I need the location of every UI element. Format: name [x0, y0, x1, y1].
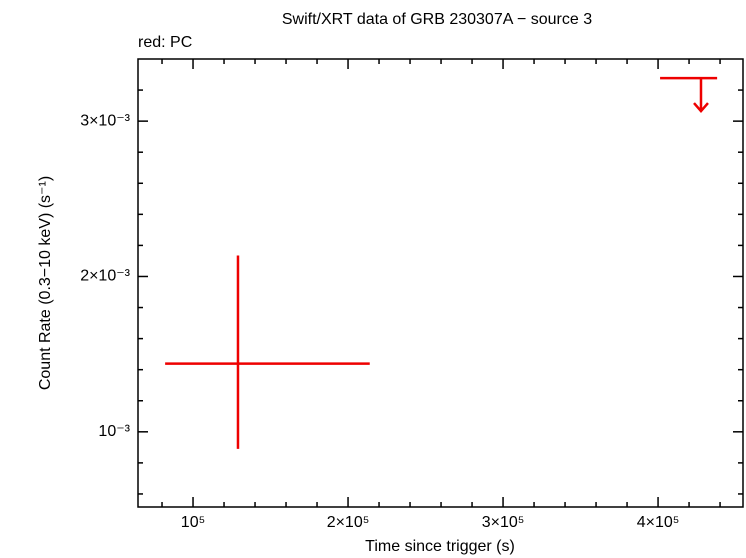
- y-tick-label: 2×10⁻³: [80, 268, 130, 285]
- y-axis-label: Count Rate (0.3−10 keV) (s⁻¹): [37, 176, 54, 390]
- plot-frame: [137, 58, 744, 508]
- y-tick-label: 10⁻³: [98, 423, 130, 440]
- upper-limit-arrow: [693, 78, 709, 114]
- x-tick-label: 4×10⁵: [637, 514, 680, 531]
- x-tick-label: 2×10⁵: [327, 514, 370, 531]
- x-axis-label: Time since trigger (s): [365, 538, 515, 555]
- y-tick-label: 3×10⁻³: [80, 112, 130, 129]
- chart-subtitle: red: PC: [138, 34, 192, 51]
- x-tick-label: 3×10⁵: [482, 514, 525, 531]
- chart-title: Swift/XRT data of GRB 230307A − source 3: [282, 11, 592, 28]
- x-tick-label: 10⁵: [181, 514, 205, 531]
